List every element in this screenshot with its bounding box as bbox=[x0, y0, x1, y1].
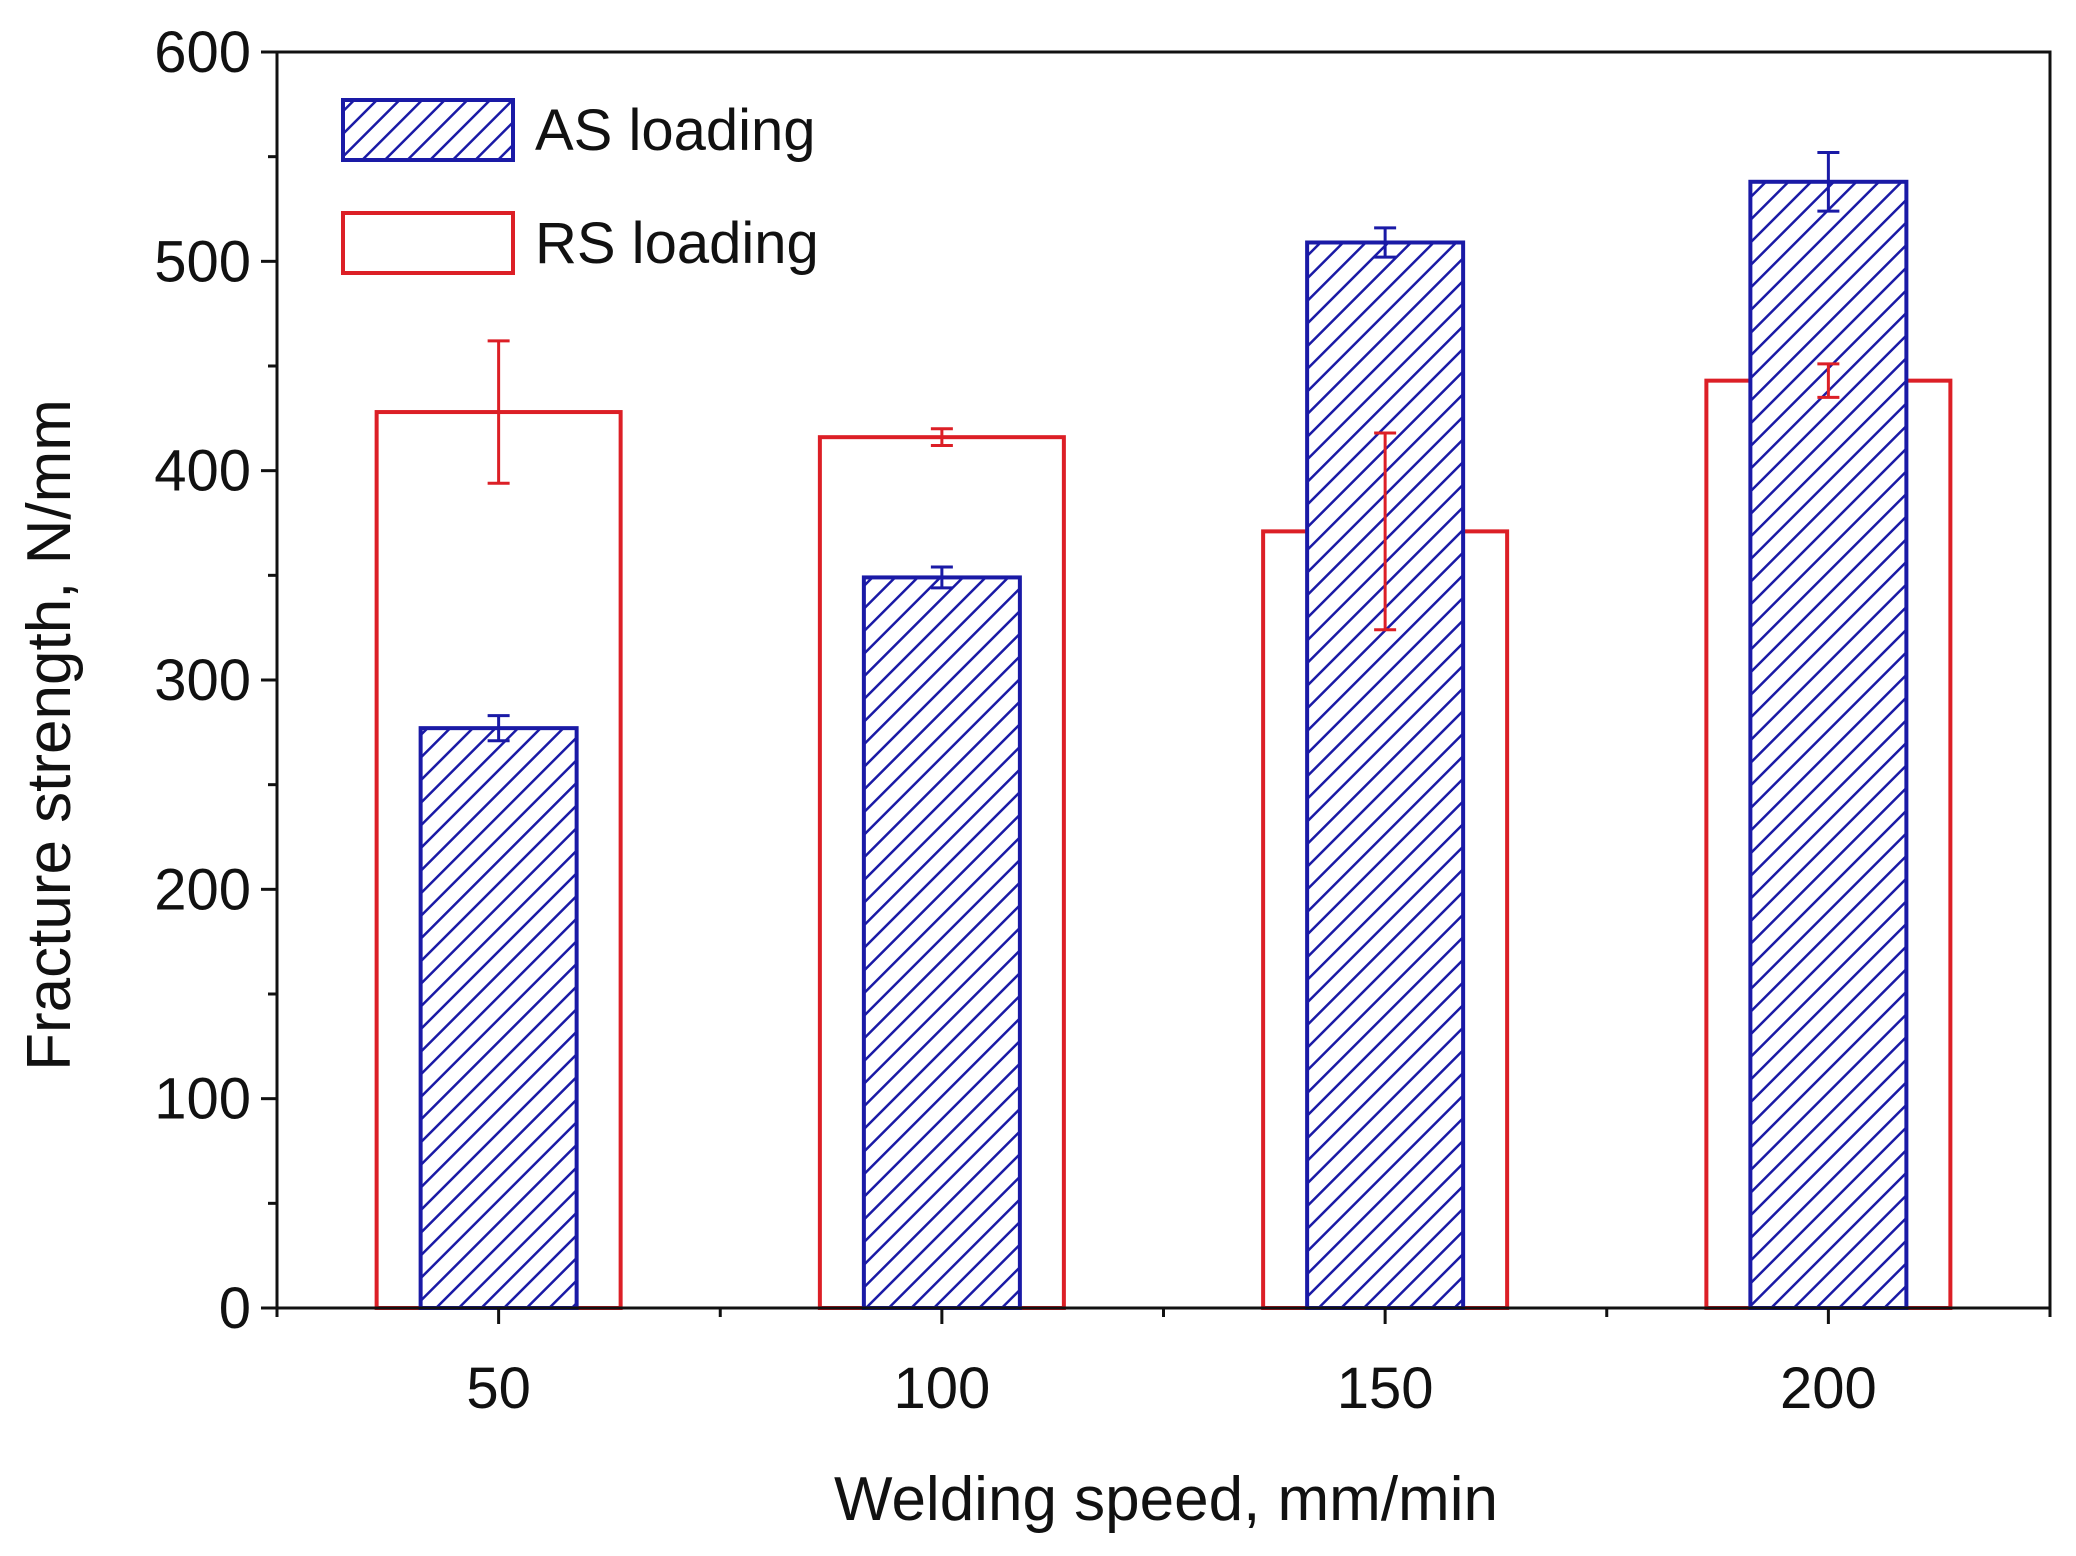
legend-swatch-as-loading bbox=[341, 98, 515, 162]
legend-swatch-rs-loading bbox=[341, 211, 515, 275]
y-tick-label-100: 100 bbox=[154, 1067, 251, 1132]
axes-layer: 0 100 200 300 400 500 600 50 100 150 200 bbox=[154, 20, 2052, 1421]
y-tick-label-600: 600 bbox=[154, 20, 251, 85]
as-error-bar-100 bbox=[930, 565, 953, 590]
y-axis-title: Fracture strength, N/mm bbox=[15, 399, 84, 1071]
y-tick-label-400: 400 bbox=[154, 439, 251, 504]
as-error-bar-150 bbox=[1374, 226, 1397, 259]
x-tick-label-100: 100 bbox=[893, 1356, 990, 1421]
rs-error-bar-150 bbox=[1374, 431, 1397, 632]
x-tick-label-200: 200 bbox=[1780, 1356, 1877, 1421]
legend-label-rs-loading: RS loading bbox=[535, 211, 819, 276]
as-bar-100 bbox=[861, 575, 1022, 1310]
y-tick-label-500: 500 bbox=[154, 229, 251, 294]
bars-layer bbox=[374, 150, 1953, 1311]
y-tick-label-300: 300 bbox=[154, 648, 251, 713]
as-bar-50 bbox=[418, 726, 579, 1310]
x-tick-label-150: 150 bbox=[1337, 1356, 1434, 1421]
rs-error-bar-200 bbox=[1817, 362, 1840, 399]
legend-label-as-loading: AS loading bbox=[535, 98, 816, 163]
legend: AS loading RS loading bbox=[341, 98, 819, 276]
y-tick-label-0: 0 bbox=[219, 1276, 251, 1341]
x-tick-label-50: 50 bbox=[466, 1356, 531, 1421]
rs-error-bar-100 bbox=[930, 427, 953, 448]
as-bar-150 bbox=[1305, 240, 1466, 1311]
x-axis-title: Welding speed, mm/min bbox=[834, 1465, 1498, 1534]
y-tick-label-200: 200 bbox=[154, 857, 251, 922]
rs-error-bar-50 bbox=[487, 339, 510, 485]
as-error-bar-200 bbox=[1817, 150, 1840, 213]
as-bar-200 bbox=[1748, 179, 1909, 1311]
as-error-bar-50 bbox=[487, 714, 510, 743]
